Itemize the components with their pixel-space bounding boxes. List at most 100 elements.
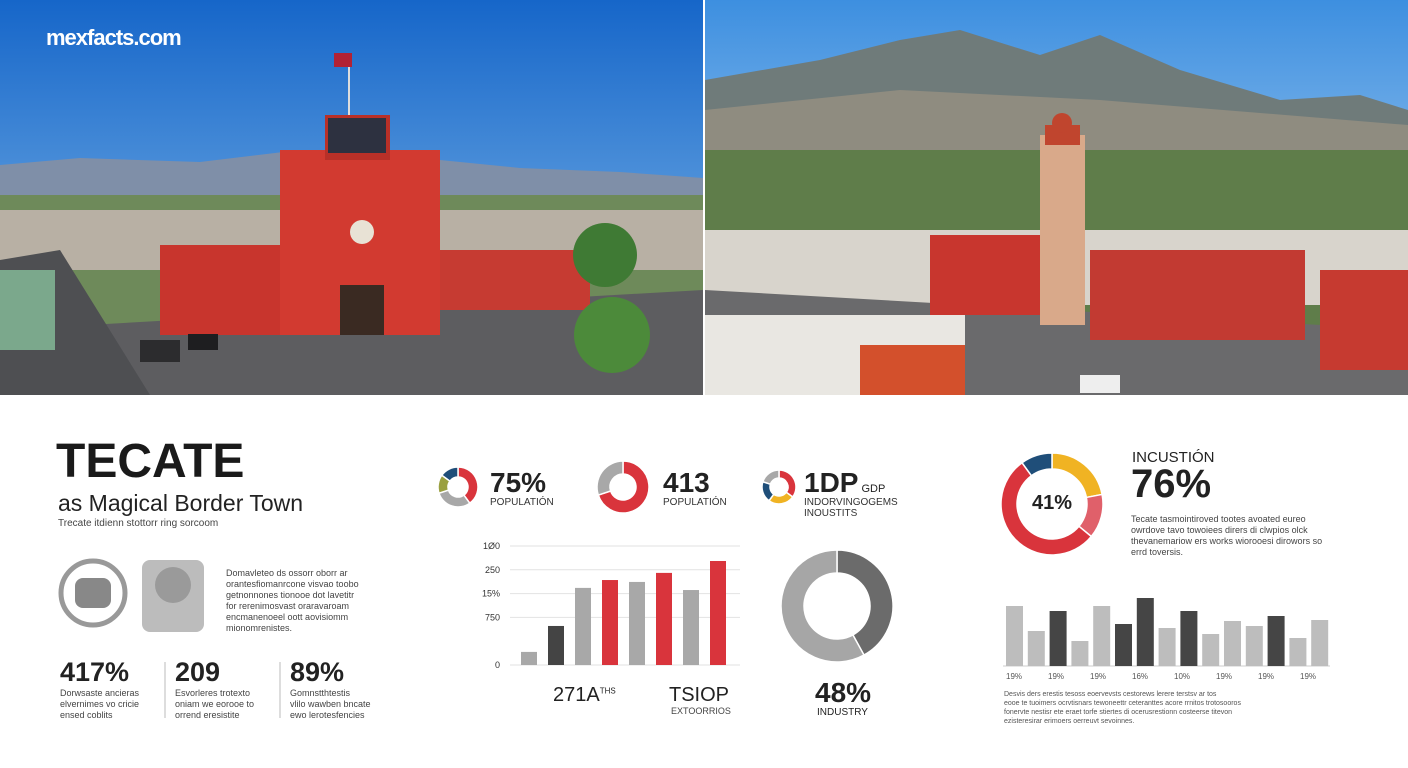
bar [683,590,699,665]
text-line: INDORVINGOGEMS [804,497,898,508]
bar [1115,624,1132,666]
donut-segment [761,480,775,502]
text-line: POPULATIÓN [663,497,727,508]
bar [1180,611,1198,666]
donut-segment [438,489,471,508]
donut-segment [1000,461,1093,556]
kpi-label: POPULATIÓN [663,497,727,508]
bar [656,572,672,665]
y-tick-label: 750 [485,612,500,622]
donut-segment [1020,452,1053,477]
kpi-value: 75% [490,467,546,499]
bar [1093,606,1111,666]
bar [1071,641,1089,666]
text-line: elvernimes vo cricie [60,699,140,709]
bar [1245,626,1263,666]
kpi-label: INDORVINGOGEMS INOUSTITS [804,497,898,519]
kpi-label: POPULATIÓN [490,497,554,508]
text-line: thevanemariow ers works wiorooesi dirowo… [1131,536,1323,546]
bar-label: 19% [1300,672,1317,681]
description: Domavleteo ds ossorr oborr ar orantesfio… [226,568,359,634]
industry-label: INDUSTRY [817,707,868,718]
bar-label: 19% [1216,672,1233,681]
kpi-value: 413 [663,467,710,499]
bar [1202,634,1220,666]
bar-label: 19% [1258,672,1275,681]
text-line: encmanenoeel oott aovisiomm [226,612,349,622]
text-line: fonervte nestisr ete eraet torfe stierte… [1004,709,1233,716]
text-line: eooe te tuoimers ocrvtisnars tewoneettr … [1004,700,1241,707]
bar-label: 10% [1174,672,1191,681]
bar [1006,606,1023,666]
caption-sub: EXTOORRIOS [671,706,731,716]
text-line: owrdove tavo towoiees dirers di clwpios … [1131,525,1308,535]
bar [1136,598,1154,666]
donut-segment [1051,452,1103,499]
bar [1311,620,1329,666]
caption-sup: THS [599,686,616,696]
bar [1224,621,1241,666]
stat-text: Esvorleres trotexto oniam we eorooe to orr… [175,688,254,721]
icon [75,578,111,608]
caption: 271ATHS [553,684,616,707]
text-line: mionomrenistes. [226,623,293,633]
donut-segment [780,549,865,663]
tagline: Trecate itdienn stottorr ring sorcoom [58,518,219,529]
donut-center: 41% [1031,492,1073,514]
icon [155,567,191,603]
bar [1289,638,1307,666]
bar [602,580,618,665]
donut-segment [440,466,459,483]
text-line: Tecate tasmointiroved tootes avoated eur… [1131,514,1306,524]
text-line: errd toversis. [1131,547,1184,557]
caption: TSIOP [669,684,730,706]
kpi-number: 413 [663,467,710,498]
y-tick-label: 1Ø0 [483,541,500,551]
text-line: ensed coblits [60,710,113,720]
text-line: ezisteresirar erimoers oerreuvt sevoinne… [1004,718,1135,725]
bar [1027,631,1045,666]
caption-value: 271A [553,684,600,706]
industry-value: 48% [815,677,872,708]
subtitle: as Magical Border Town [58,490,304,516]
stat-value: 209 [175,657,221,687]
inclusion-value: 76% [1131,462,1212,506]
footnote: Desvis ders erestis tesoss eoervevsts ce… [1004,690,1241,726]
text-line: orrend eresistite [175,710,240,720]
kpi-value: 1DP GDP [804,467,885,499]
inclusion-text: Tecate tasmointiroved tootes avoated eur… [1131,514,1322,558]
photo-right [705,0,1408,395]
bar-label: 19% [1006,672,1023,681]
stat-value: 417% [60,657,130,687]
bar [1049,611,1067,666]
text-line: Domavleteo ds ossorr oborr ar [226,568,348,578]
bar-label: 19% [1048,672,1065,681]
icon [58,558,128,628]
bar [710,560,726,665]
text-line: ewo lerotesfencies [290,710,365,720]
stat-text: Gomnstthtestis vlilo wawben bncate ewo ler… [290,688,371,721]
text-line: Dorwsaste ancieras [60,688,140,698]
y-tick-label: 250 [485,565,500,575]
text-line: Esvorleres trotexto [175,688,251,698]
text-line: oniam we eorooe to [175,699,255,709]
donut-segment [597,460,650,514]
text-line: vlilo wawben bncate [290,699,371,709]
bar-label: 16% [1132,672,1149,681]
donut-segment [596,460,624,496]
bar [548,625,564,665]
kpi-number: 75% [490,467,547,498]
text-line: POPULATIÓN [490,497,554,508]
text-line: Desvis ders erestis tesoss eoervevsts ce… [1004,691,1217,698]
stat-text: Dorwsaste ancieras elvernimes vo cricie en… [60,688,139,721]
brand: mexfacts.com [46,25,182,50]
donut-segment [761,469,780,486]
stat-value: 89% [290,657,345,687]
photo-left [0,0,703,395]
text-line: orantesfiomanrcone visvao toobo [226,579,359,589]
inclusion-title: INCUSTIÓN [1132,449,1215,466]
text-line: getnonnones tionooe dot lavetitr [226,590,355,600]
bar-label: 19% [1090,672,1107,681]
